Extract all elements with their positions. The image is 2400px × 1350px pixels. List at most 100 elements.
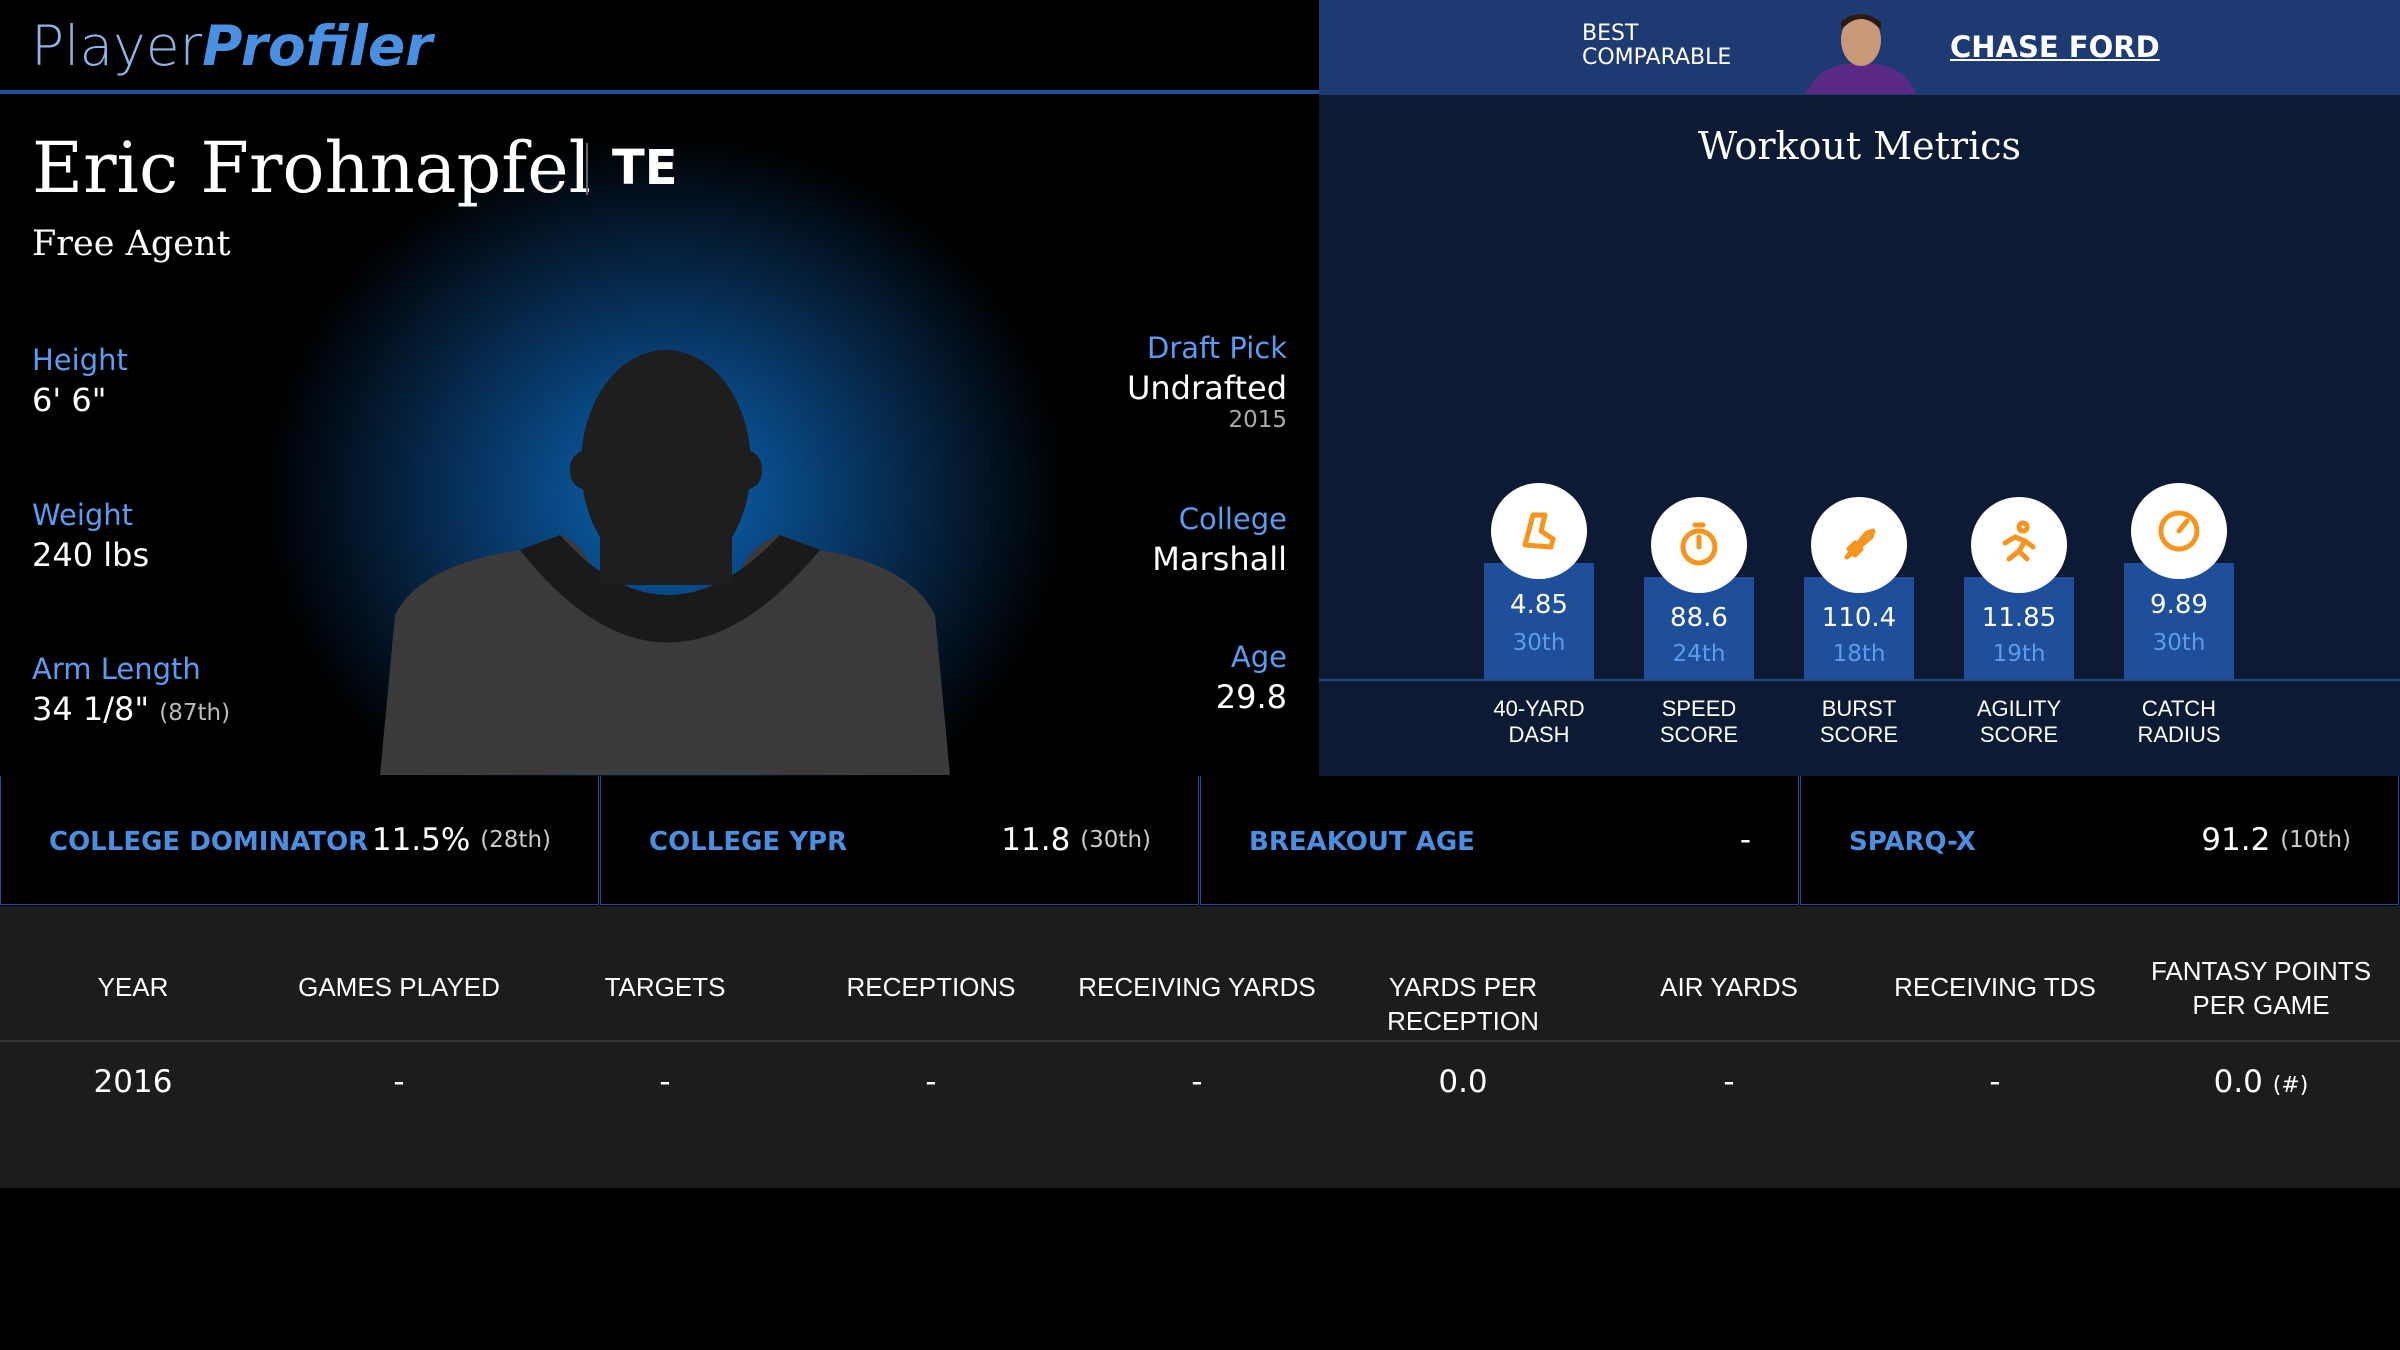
column-header: FANTASY POINTS PER GAME <box>2150 956 2372 1020</box>
table-cell: 0.0 (#) <box>2128 1062 2394 1106</box>
detail-value: 29.8 <box>1215 678 1287 716</box>
detail-value: Marshall <box>1152 540 1287 578</box>
bio-value-text: 6' 6" <box>32 381 107 419</box>
column-header: YEAR <box>97 972 169 1002</box>
column-header: RECEIVING YARDS <box>1078 972 1316 1002</box>
metric-icon <box>1651 497 1747 593</box>
metric-label: SCORE <box>1979 722 2059 747</box>
table-cell: - <box>1064 1062 1330 1102</box>
player-status: Free Agent <box>32 224 231 264</box>
comparable-photo <box>1806 14 1916 94</box>
metric-label: SCORE <box>1819 722 1899 747</box>
metric-bar <box>1804 577 1914 679</box>
table-section <box>0 906 2400 1188</box>
metric-bar <box>1964 577 2074 679</box>
detail-label: College <box>1178 502 1287 536</box>
stat-label: COLLEGE DOMINATOR <box>49 827 369 857</box>
bio-rank: (87th) <box>159 700 231 726</box>
name-divider <box>586 143 588 195</box>
bio-value: 34 1/8" (87th) <box>32 690 230 728</box>
metric-bar <box>2124 563 2234 679</box>
comparable-label: BEST <box>1582 21 1639 46</box>
cell-value: 0.0 <box>1438 1064 1488 1100</box>
metric-percentile: 24th <box>1672 641 1726 667</box>
table-divider <box>0 1040 2400 1042</box>
metric-icon <box>1491 483 1587 579</box>
stat-value-text: 11.8 <box>1001 822 1071 858</box>
bio-value: 6' 6" <box>32 381 106 419</box>
stat-value: - <box>1740 822 1751 858</box>
comparable-label: COMPARABLE <box>1582 45 1732 70</box>
column-header: RECEPTIONS <box>846 972 1016 1002</box>
stat-label: BREAKOUT AGE <box>1249 827 1475 857</box>
table-cell: - <box>1862 1062 2128 1102</box>
logo[interactable]: PlayerProfiler <box>31 14 432 78</box>
table-cell: - <box>266 1062 532 1102</box>
metric-icon <box>2131 483 2227 579</box>
cell-value: - <box>1723 1064 1735 1100</box>
stat-cell <box>1800 776 2399 905</box>
cell-rank: (#) <box>2272 1073 2309 1098</box>
stat-rank: (30th) <box>1080 827 1151 853</box>
column-header: TARGETS <box>604 972 726 1002</box>
metric-label: CATCH <box>2141 696 2217 721</box>
stat-cell <box>0 776 599 905</box>
cell-value: - <box>1989 1064 2001 1100</box>
column-header: RECEIVING TDS <box>1894 972 2096 1002</box>
table-cell: - <box>532 1062 798 1102</box>
metric-label: DASH <box>1508 722 1570 747</box>
table-cell: - <box>798 1062 1064 1102</box>
cell-value: - <box>1191 1064 1203 1100</box>
stat-rank: (28th) <box>480 827 551 853</box>
metric-percentile: 18th <box>1832 641 1886 667</box>
metric-label: SCORE <box>1659 722 1739 747</box>
metric-icon <box>1971 497 2067 593</box>
metric-bar <box>1644 577 1754 679</box>
table-cell: 2016 <box>0 1062 266 1102</box>
workout-baseline <box>1319 679 2400 681</box>
metric-value: 110.4 <box>1821 603 1897 633</box>
metric-label: 40-YARD <box>1493 696 1585 721</box>
detail-value: Undrafted <box>1126 369 1287 407</box>
stat-label: COLLEGE YPR <box>649 827 848 857</box>
metric-label: RADIUS <box>2137 722 2221 747</box>
stat-value-text: 11.5% <box>371 822 471 858</box>
bio-label: Height <box>32 343 128 377</box>
metric-label: AGILITY <box>1976 696 2062 721</box>
metric-label: SPEED <box>1661 696 1737 721</box>
comparable-name[interactable]: CHASE FORD <box>1950 30 2160 64</box>
stat-value: 11.8 (30th) <box>1001 822 1151 858</box>
table-cell: - <box>1596 1062 1862 1102</box>
column-header: YARDS PER RECEPTION <box>1387 972 1539 1036</box>
metric-percentile: 30th <box>2152 630 2206 656</box>
bio-value: 240 lbs <box>32 536 149 574</box>
player-name: Eric Frohnapfel <box>32 127 592 209</box>
bio-value-text: 34 1/8" <box>32 690 150 728</box>
table-cell: 0.0 <box>1330 1062 1596 1102</box>
cell-value: - <box>925 1064 937 1100</box>
logo-primary: Player <box>31 14 203 78</box>
cell-value: 0.0 <box>2213 1064 2263 1100</box>
metric-value: 9.89 <box>2150 590 2208 620</box>
stat-value-text: 91.2 <box>2201 822 2271 858</box>
stat-cell <box>600 776 1199 905</box>
bio-label: Arm Length <box>32 652 201 686</box>
bio-value-text: 240 lbs <box>32 536 150 574</box>
cell-value: - <box>393 1064 405 1100</box>
detail-note: 2015 <box>1228 407 1287 433</box>
column-header: GAMES PLAYED <box>298 972 500 1002</box>
metric-bar <box>1484 563 1594 679</box>
metric-percentile: 30th <box>1512 630 1566 656</box>
stat-value-text: - <box>1739 822 1751 858</box>
metric-icon <box>1811 497 1907 593</box>
metric-value: 11.85 <box>1981 603 2057 633</box>
metric-label: BURST <box>1821 696 1897 721</box>
header-left <box>0 0 1319 92</box>
metric-value: 4.85 <box>1510 590 1568 620</box>
header-line <box>0 90 1319 94</box>
detail-label: Age <box>1230 640 1287 674</box>
logo-secondary: Profiler <box>202 14 433 78</box>
stat-rank: (10th) <box>2280 827 2351 853</box>
metric-value: 88.6 <box>1670 603 1728 633</box>
